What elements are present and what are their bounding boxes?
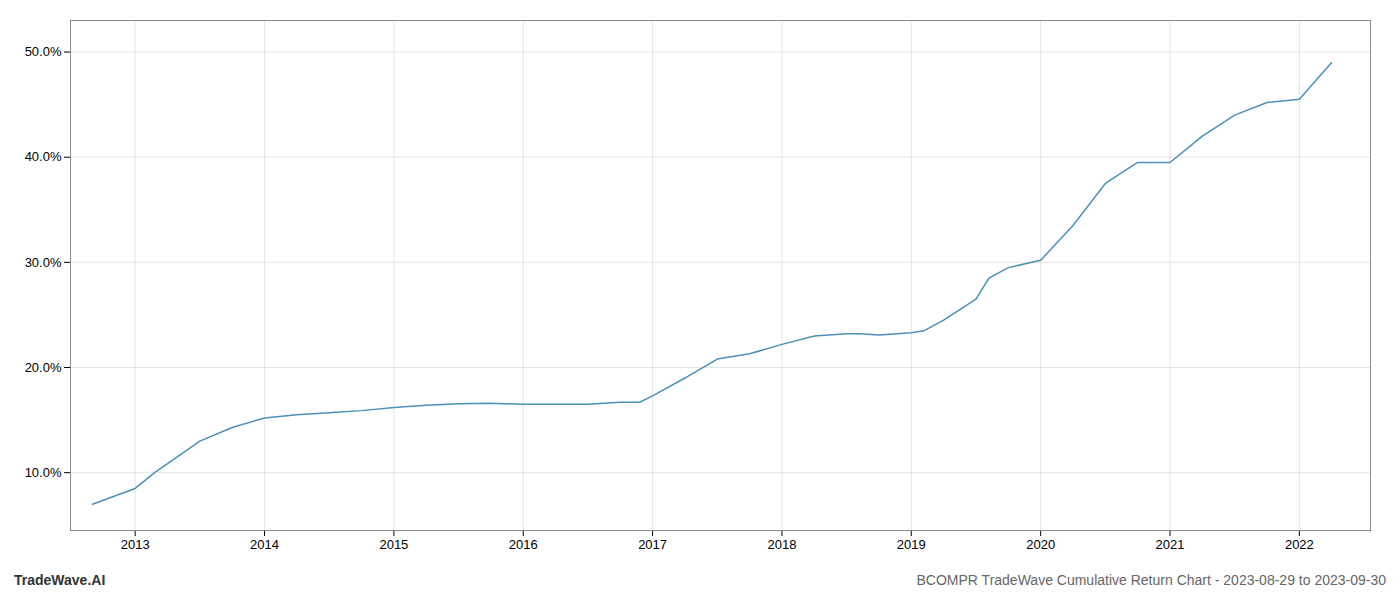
html-text:TradeWave.AI: TradeWave.AI	[14, 572, 106, 588]
svg-text:2015: 2015	[379, 537, 408, 552]
svg-text:20.0%: 20.0%	[25, 360, 62, 375]
svg-text:2013: 2013	[121, 537, 150, 552]
svg-text:2019: 2019	[897, 537, 926, 552]
svg-text:2022: 2022	[1285, 537, 1314, 552]
svg-text:2018: 2018	[767, 537, 796, 552]
svg-text:2017: 2017	[638, 537, 667, 552]
svg-text:50.0%: 50.0%	[25, 44, 62, 59]
svg-text:2020: 2020	[1026, 537, 1055, 552]
svg-text:10.0%: 10.0%	[25, 465, 62, 480]
svg-text:30.0%: 30.0%	[25, 255, 62, 270]
svg-text:40.0%: 40.0%	[25, 149, 62, 164]
html-text:BCOMPR TradeWave Cumulative Re: BCOMPR TradeWave Cumulative Return Chart…	[916, 572, 1386, 588]
svg-text:2014: 2014	[250, 537, 279, 552]
svg-text:2016: 2016	[509, 537, 538, 552]
svg-text:2021: 2021	[1156, 537, 1185, 552]
